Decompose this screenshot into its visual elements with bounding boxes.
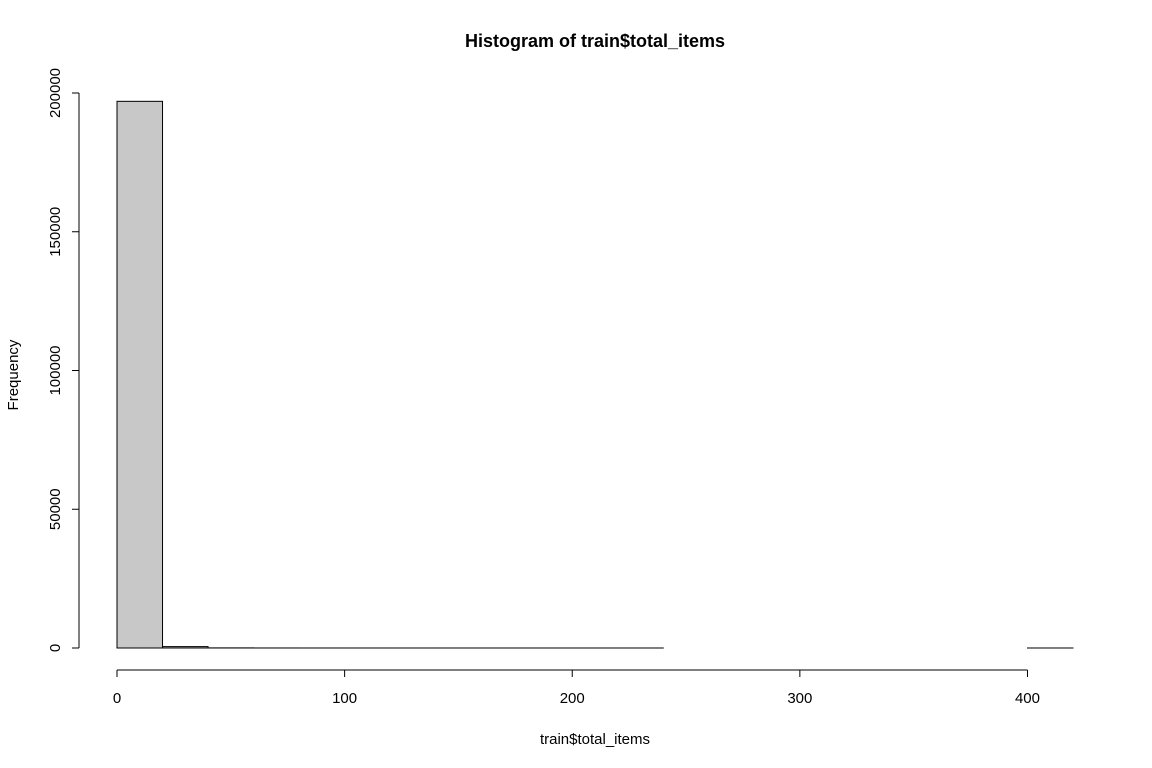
y-axis: 0 50000 100000 150000 200000 [47, 68, 80, 652]
y-tick-label: 150000 [47, 207, 64, 257]
x-axis-label: train$total_items [540, 731, 650, 748]
x-tick-label: 0 [113, 690, 121, 707]
x-tick-label: 300 [787, 690, 812, 707]
histogram-bar [116, 100, 164, 649]
y-axis-label: Frequency [5, 339, 22, 410]
y-tick-label: 0 [47, 644, 64, 652]
y-tick-label: 100000 [47, 345, 64, 395]
y-tick-label: 50000 [47, 488, 64, 530]
x-axis: 0 100 200 300 400 [113, 669, 1040, 707]
x-tick-label: 200 [560, 690, 585, 707]
y-tick-label: 200000 [47, 68, 64, 118]
x-tick-label: 100 [332, 690, 357, 707]
histogram-bar [162, 646, 209, 649]
chart-title: Histogram of train$total_items [465, 31, 725, 51]
bars-group [116, 100, 1074, 649]
x-tick-label: 400 [1015, 690, 1040, 707]
